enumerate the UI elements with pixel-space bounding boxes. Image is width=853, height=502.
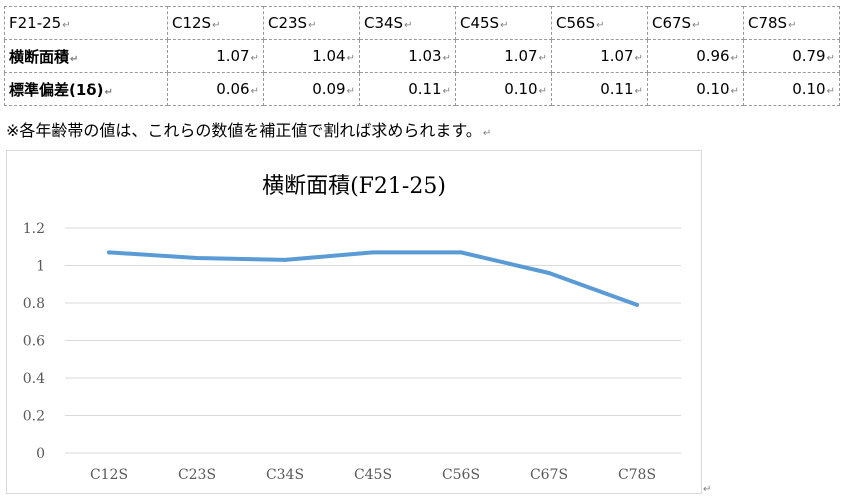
- table-cell: 0.96↵: [647, 39, 744, 73]
- table-cell: 1.04↵: [263, 39, 360, 73]
- table-header-row: F21-25↵ C12S↵ C23S↵ C34S↵ C45S↵ C56S↵ C6…: [4, 6, 840, 40]
- y-tick-label: 0: [36, 446, 45, 462]
- table-cell: 1.07↵: [167, 39, 264, 73]
- data-table: F21-25↵ C12S↵ C23S↵ C34S↵ C45S↵ C56S↵ C6…: [4, 6, 840, 106]
- x-tick-label: C56S: [442, 467, 480, 483]
- y-axis-tick-labels: 0 0.2 0.4 0.6 0.8 1 1.2: [23, 221, 45, 462]
- gridlines: [65, 227, 681, 454]
- table-row: 横断面積↵ 1.07↵ 1.04↵ 1.03↵ 1.07↵ 1.07↵ 0.96…: [4, 39, 840, 73]
- data-point[interactable]: [635, 302, 639, 307]
- y-tick-label: 1.2: [23, 221, 45, 237]
- row-label: 横断面積↵: [4, 39, 168, 73]
- table-cell: 1.03↵: [359, 39, 456, 73]
- line-chart[interactable]: 横断面積(F21-25) 0 0.2 0.4 0.6 0.8 1 1.2 C12S C23S C…: [6, 150, 702, 494]
- table-cell: 0.10↵: [743, 72, 840, 106]
- column-header: C67S↵: [647, 6, 744, 40]
- y-tick-label: 1: [36, 259, 45, 275]
- table-cell: 1.07↵: [455, 39, 552, 73]
- table-corner-cell: F21-25↵: [4, 6, 168, 40]
- data-point[interactable]: [371, 250, 375, 255]
- table-cell: 0.10↵: [647, 72, 744, 106]
- x-tick-label: C12S: [90, 467, 128, 483]
- y-tick-label: 0.8: [23, 296, 45, 312]
- row-label: 標準偏差(1δ)↵: [4, 72, 168, 106]
- x-tick-label: C23S: [178, 467, 216, 483]
- table-cell: 0.09↵: [263, 72, 360, 106]
- data-point[interactable]: [547, 271, 551, 275]
- column-header: C12S↵: [167, 6, 264, 40]
- table-row: 標準偏差(1δ)↵ 0.06↵ 0.09↵ 0.11↵ 0.10↵ 0.11↵ …: [4, 72, 840, 106]
- column-header: C34S↵: [359, 6, 456, 40]
- x-tick-label: C67S: [530, 467, 568, 483]
- y-tick-label: 0.2: [23, 409, 45, 425]
- data-point[interactable]: [459, 250, 463, 255]
- paragraph-mark: ↵: [703, 484, 712, 495]
- data-point[interactable]: [107, 250, 111, 255]
- table-cell: 1.07↵: [551, 39, 648, 73]
- y-tick-label: 0.6: [23, 334, 45, 350]
- y-tick-label: 0.4: [23, 371, 45, 387]
- x-tick-label: C34S: [266, 467, 304, 483]
- table-cell: 0.79↵: [743, 39, 840, 73]
- table-cell: 0.10↵: [455, 72, 552, 106]
- table-cell: 0.11↵: [551, 72, 648, 106]
- table-cell: 0.06↵: [167, 72, 264, 106]
- series-layer: [107, 250, 639, 307]
- x-axis-tick-labels: C12S C23S C34S C45S C56S C67S C78S: [90, 467, 656, 483]
- table-cell: 0.11↵: [359, 72, 456, 106]
- note-text: ※各年齢帯の値は、これらの数値を補正値で割れば求められます。↵: [6, 121, 492, 140]
- column-header: C23S↵: [263, 6, 360, 40]
- chart-title: 横断面積(F21-25): [262, 174, 446, 199]
- column-header: C78S↵: [743, 6, 840, 40]
- data-point[interactable]: [195, 256, 199, 260]
- x-tick-label: C78S: [618, 467, 656, 483]
- column-header: C45S↵: [455, 6, 552, 40]
- column-header: C56S↵: [551, 6, 648, 40]
- series-line[interactable]: [107, 250, 639, 307]
- data-point[interactable]: [283, 257, 287, 262]
- x-tick-label: C45S: [354, 467, 392, 483]
- chart-svg: 横断面積(F21-25) 00.20.40.60.811.2 C12S C23S C…: [23, 174, 681, 483]
